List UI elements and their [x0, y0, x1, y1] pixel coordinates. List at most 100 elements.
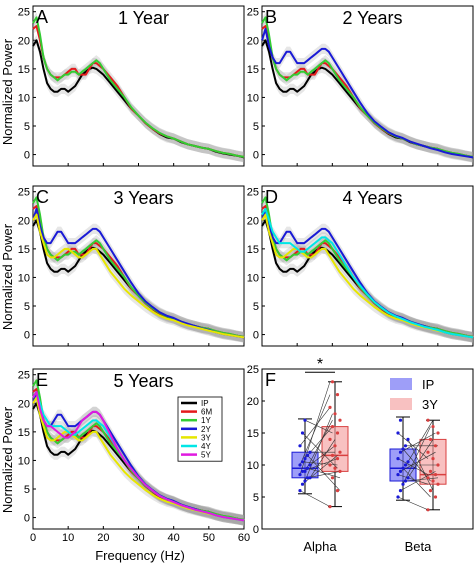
y-tick-label: 25	[18, 370, 30, 382]
point-ip-alpha	[300, 431, 305, 435]
pair-line	[405, 477, 439, 482]
pair-line	[304, 419, 333, 434]
pair-line	[397, 474, 429, 485]
point-3y-alpha	[338, 418, 342, 422]
category-label-beta: Beta	[405, 539, 433, 554]
point-3y-beta	[428, 469, 433, 473]
y-tick-label: 0	[253, 330, 259, 342]
point-3y-alpha	[335, 431, 340, 435]
pair-line	[400, 451, 436, 472]
x-tick-label: 50	[203, 532, 215, 544]
point-3y-alpha	[330, 425, 335, 429]
point-ip-alpha	[298, 473, 302, 477]
pair-line	[302, 455, 338, 485]
panel-letter: D	[265, 187, 278, 207]
pair-line	[304, 420, 333, 472]
y-tick-label: 5	[24, 484, 30, 496]
point-3y-alpha	[338, 469, 342, 473]
panel-title: 2 Years	[342, 8, 402, 28]
point-ip-beta	[401, 447, 405, 451]
panel-d: 0 5 10 15 20 25 D 4 Years	[247, 185, 474, 347]
point-3y-alpha	[338, 450, 342, 454]
point-ip-beta	[406, 476, 410, 480]
point-3y-alpha	[333, 466, 337, 470]
point-3y-beta	[436, 431, 440, 435]
point-3y-alpha	[328, 437, 332, 441]
point-3y-beta	[433, 444, 438, 448]
error-band-3y	[262, 209, 473, 343]
point-ip-alpha	[303, 457, 307, 461]
point-3y-beta	[428, 489, 433, 493]
x-tick-label: 10	[62, 532, 74, 544]
x-tick-label: 30	[132, 532, 144, 544]
point-ip-beta	[396, 473, 400, 477]
pair-line	[299, 394, 331, 466]
series-line-3y	[32, 213, 245, 339]
point-ip-alpha	[303, 418, 307, 422]
point-ip-alpha	[298, 444, 302, 448]
panel-b: 0 5 10 15 20 25 B 2 Years	[247, 5, 474, 167]
panel-c: 0 5 10 15 20 25 C 3 Years	[18, 185, 245, 347]
point-ip-alpha	[298, 489, 302, 493]
point-3y-alpha	[330, 476, 335, 480]
error-band-ip	[33, 35, 244, 163]
point-3y-alpha	[328, 505, 332, 509]
point-ip-beta	[406, 460, 410, 464]
y-tick-label: 10	[18, 455, 30, 467]
point-3y-beta	[433, 495, 438, 499]
point-3y-beta	[436, 463, 440, 467]
y-tick-label: 15	[18, 244, 30, 256]
y-axis-label-top: Normalized Power	[0, 38, 15, 145]
error-band-3y	[33, 209, 244, 343]
panel-a: 0 5 10 15 20 25 A 1 Year	[18, 5, 245, 167]
y-tick-label: 5	[24, 301, 30, 313]
y-tick-label: 20	[247, 215, 259, 227]
point-ip-alpha	[308, 476, 312, 480]
significance-star: *	[317, 356, 323, 373]
y-tick-label: 10	[18, 92, 30, 104]
panel-e: 0 5 10 15 20 25 0 10 20 30 40 50 60 E 5 Years	[18, 368, 250, 544]
y-tick-label: 10	[247, 460, 259, 472]
pair-line	[402, 426, 431, 485]
point-3y-beta	[431, 457, 435, 461]
point-3y-beta	[436, 482, 440, 486]
y-tick-label: 25	[247, 7, 259, 19]
point-3y-alpha	[335, 457, 340, 461]
point-ip-alpha	[305, 453, 310, 457]
pair-line	[299, 407, 331, 446]
legend-label-3y: 3Y	[422, 397, 438, 412]
pair-line	[397, 432, 429, 459]
y-tick-label: 15	[18, 427, 30, 439]
panel-title: 5 Years	[113, 371, 173, 391]
y-tick-label: 25	[247, 364, 259, 376]
error-band-4y	[262, 203, 473, 343]
panel-letter: A	[36, 7, 48, 27]
point-3y-alpha	[335, 393, 340, 397]
point-ip-beta	[398, 450, 403, 454]
series-line-4y	[261, 207, 474, 339]
point-3y-beta	[431, 479, 435, 483]
panel-title: 1 Year	[118, 8, 169, 28]
y-tick-label: 20	[247, 35, 259, 47]
point-ip-beta	[396, 431, 400, 435]
pair-line	[402, 467, 431, 498]
error-band-3y	[33, 392, 244, 526]
legend-label-ip: IP	[422, 377, 434, 392]
point-3y-beta	[431, 425, 435, 429]
error-band-ip	[262, 35, 473, 163]
box-ip-alpha	[291, 451, 319, 479]
panel-letter: E	[36, 370, 48, 390]
x-tick-label: 20	[97, 532, 109, 544]
point-ip-beta	[398, 469, 403, 473]
x-tick-label: 40	[168, 532, 180, 544]
point-ip-beta	[396, 457, 400, 461]
series-line-2y	[261, 27, 474, 159]
error-band-ip	[33, 215, 244, 343]
x-tick-label: 60	[238, 532, 250, 544]
y-tick-label: 5	[253, 492, 259, 504]
y-tick-label: 5	[253, 121, 259, 133]
plot-frame	[261, 368, 474, 530]
point-ip-alpha	[305, 476, 310, 480]
y-tick-label: 25	[18, 7, 30, 19]
legend-label-2y: 2Y	[201, 425, 211, 434]
